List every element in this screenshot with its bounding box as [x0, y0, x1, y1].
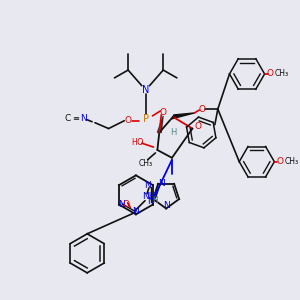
Polygon shape [158, 116, 163, 133]
Text: N: N [163, 201, 169, 210]
Text: O: O [124, 116, 132, 125]
Text: ≡: ≡ [72, 114, 79, 123]
Text: CH₃: CH₃ [139, 159, 153, 168]
Text: C: C [64, 114, 71, 123]
Text: O: O [277, 157, 284, 166]
Text: N: N [145, 181, 151, 190]
Text: CH₃: CH₃ [285, 157, 299, 166]
Text: N: N [80, 114, 87, 123]
Text: O: O [136, 138, 143, 147]
Text: N: N [118, 200, 125, 209]
Text: H: H [152, 196, 158, 205]
Text: N: N [158, 179, 164, 188]
Text: O: O [267, 70, 274, 79]
Text: P: P [143, 114, 149, 124]
Text: O: O [195, 122, 202, 131]
Polygon shape [172, 113, 194, 119]
Text: O: O [199, 105, 206, 114]
Text: O: O [122, 200, 129, 209]
Text: CH₃: CH₃ [275, 70, 289, 79]
Text: O: O [160, 109, 167, 118]
Text: N: N [133, 207, 139, 216]
Text: N: N [148, 197, 154, 206]
Text: H: H [131, 138, 137, 147]
Text: NH: NH [142, 192, 156, 201]
Text: H: H [170, 128, 176, 137]
Text: N: N [142, 85, 149, 94]
